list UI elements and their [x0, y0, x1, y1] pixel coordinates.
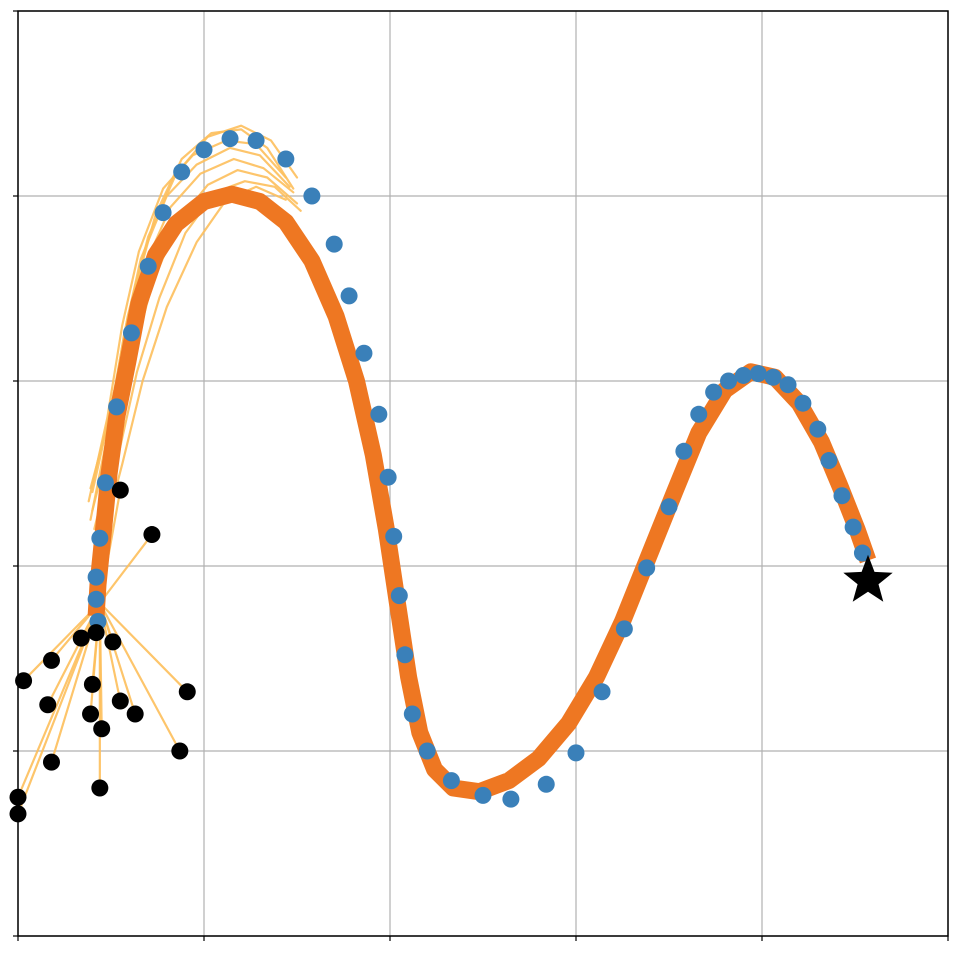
- start-point-marker: [72, 629, 90, 647]
- waypoint-marker: [379, 468, 397, 486]
- waypoint-marker: [154, 204, 172, 222]
- waypoint-marker: [820, 452, 838, 470]
- waypoint-marker: [418, 742, 436, 760]
- goal: [843, 554, 893, 602]
- waypoint-marker: [247, 132, 265, 149]
- waypoint-marker: [303, 187, 321, 205]
- waypoint-marker: [809, 420, 827, 438]
- start-point-marker: [82, 705, 100, 723]
- start-point-marker: [42, 651, 60, 669]
- sampled-path: [96, 185, 287, 558]
- waypoint-marker: [221, 130, 239, 148]
- waypoint-marker: [91, 529, 109, 547]
- waypoint-marker: [593, 683, 611, 701]
- waypoint-marker: [87, 590, 105, 608]
- waypoint-marker: [403, 705, 421, 723]
- waypoint-marker: [122, 324, 140, 342]
- start-point-marker: [42, 753, 60, 771]
- waypoint-marker: [537, 775, 555, 793]
- start-connector: [98, 533, 154, 605]
- waypoint-marker: [277, 150, 295, 168]
- waypoint-marker: [108, 398, 126, 416]
- start-point-marker: [111, 481, 129, 499]
- waypoint-marker: [615, 620, 633, 638]
- waypoint-marker: [325, 235, 343, 253]
- axis-ticks: [13, 10, 949, 941]
- waypoint-marker: [853, 544, 871, 562]
- waypoint-marker: [675, 442, 693, 460]
- waypoint-marker: [173, 163, 191, 181]
- start-connector: [98, 601, 189, 693]
- start-point-marker: [126, 705, 144, 723]
- waypoint-marker: [442, 772, 460, 790]
- plot-frame: [17, 10, 949, 937]
- start-point-marker: [104, 633, 122, 651]
- waypoint-marker: [87, 568, 105, 586]
- waypoint-marker: [355, 344, 373, 362]
- start-point-marker: [91, 779, 109, 797]
- waypoint-marker: [794, 394, 812, 412]
- waypoint-marker: [734, 366, 752, 384]
- waypoint-marker: [844, 518, 862, 536]
- waypoint-marker: [340, 287, 358, 305]
- start-connector: [98, 601, 181, 753]
- waypoint-marker: [567, 744, 585, 762]
- start-point-marker: [83, 675, 101, 693]
- waypoint-marker: [385, 527, 403, 545]
- waypoint-marker: [690, 405, 708, 423]
- waypoint-marker: [779, 376, 797, 394]
- waypoint-marker: [370, 405, 388, 423]
- waypoint-marker: [660, 498, 678, 516]
- waypoint-marker: [139, 257, 157, 275]
- waypoint-marker: [749, 365, 767, 383]
- waypoint-marker: [96, 474, 114, 492]
- waypoints: [87, 130, 871, 808]
- start-point-marker: [15, 672, 33, 690]
- waypoint-marker: [195, 141, 213, 159]
- goal-star-marker: [843, 554, 893, 602]
- waypoint-marker: [833, 487, 851, 505]
- waypoint-marker: [720, 372, 738, 390]
- start-point-marker: [111, 692, 129, 710]
- waypoint-marker: [764, 368, 782, 386]
- waypoint-marker: [705, 383, 723, 401]
- start-point-marker: [143, 526, 161, 544]
- waypoint-marker: [502, 790, 520, 808]
- sampled-path: [87, 139, 287, 503]
- start-points: [9, 481, 196, 823]
- start-point-marker: [178, 683, 196, 701]
- start-point-marker: [39, 696, 57, 714]
- waypoint-marker: [474, 786, 492, 804]
- start-point-marker: [171, 742, 189, 760]
- start-point-marker: [93, 720, 111, 738]
- start-point-marker: [87, 624, 105, 642]
- waypoint-marker: [390, 587, 408, 605]
- waypoint-marker: [396, 646, 414, 664]
- sampled-path: [94, 180, 302, 540]
- waypoint-marker: [638, 559, 656, 577]
- start-connector: [22, 601, 101, 682]
